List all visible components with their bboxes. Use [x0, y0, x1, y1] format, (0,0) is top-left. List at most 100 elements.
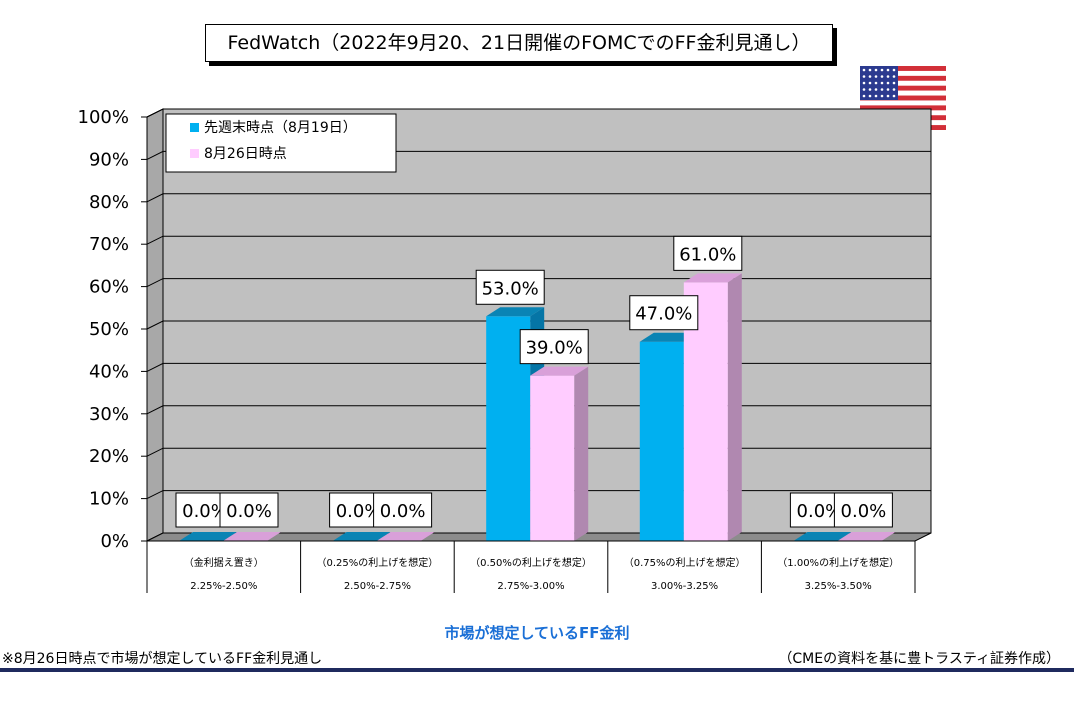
category-label-range: 3.00%-3.25%	[651, 581, 718, 592]
x-axis-title: 市場が想定しているFF金利	[444, 624, 630, 642]
y-tick-label: 30%	[89, 404, 129, 425]
bar-top	[179, 532, 237, 541]
gridline	[146, 278, 931, 288]
data-label-box	[519, 329, 589, 365]
flag-star	[880, 88, 884, 91]
bar	[837, 532, 896, 541]
data-label: 47.0%	[629, 295, 699, 331]
data-label-box	[219, 492, 279, 528]
flag-stripe	[860, 85, 946, 91]
bar-front	[639, 341, 684, 541]
bar-top	[683, 273, 742, 283]
data-label-box	[629, 295, 699, 331]
gridline	[146, 150, 931, 160]
y-tick-label: 70%	[89, 234, 129, 255]
category-label-scenario: （金利据え置き）	[184, 556, 264, 569]
bar-top	[332, 532, 391, 541]
bar-side	[727, 273, 742, 541]
flag-stripe	[860, 100, 946, 106]
category-label-scenario: （1.00%の利上げを想定）	[777, 556, 899, 569]
data-label: 0.0%	[833, 492, 893, 528]
flag-star	[892, 68, 896, 72]
flag-star	[880, 81, 884, 85]
bar-top	[223, 532, 281, 541]
flag-star	[886, 94, 890, 98]
data-label: 61.0%	[673, 235, 743, 271]
bar-top	[639, 332, 698, 342]
flag-star	[886, 88, 890, 91]
data-label-text: 0.0%	[336, 501, 382, 522]
legend-entry: 先週末時点（8月19日）	[204, 120, 357, 136]
data-label-text: 0.0%	[226, 501, 272, 522]
flag-star	[892, 75, 896, 78]
y-tick-label: 50%	[89, 319, 129, 340]
category-label-range: 2.50%-2.75%	[344, 581, 411, 592]
chart-title: FedWatch（2022年9月20、21日開催のFOMCでのFF金利見通し）	[205, 24, 833, 62]
flag-star	[886, 81, 890, 85]
data-label-text: 0.0%	[182, 501, 228, 522]
legend-entry: 8月26日時点	[204, 146, 287, 162]
data-label-text: 0.0%	[841, 501, 887, 522]
data-label-text: 39.0%	[526, 338, 583, 359]
legend-swatch	[190, 123, 199, 132]
flag-star	[880, 94, 884, 98]
data-label-text: 0.0%	[797, 501, 843, 522]
data-label-text: 53.0%	[482, 278, 539, 299]
bar-front	[530, 375, 575, 541]
category-label-scenario: （0.75%の利上げを想定）	[624, 556, 746, 569]
flag-stripe	[860, 90, 946, 96]
gridline	[146, 108, 931, 118]
bar-top	[376, 532, 435, 541]
flag-star	[868, 88, 872, 91]
bar-top	[486, 307, 545, 317]
flag-star	[868, 81, 872, 85]
flag-star	[886, 68, 890, 72]
data-label: 39.0%	[519, 329, 589, 365]
bar-side	[574, 366, 589, 541]
bar	[793, 532, 852, 541]
y-tick-label: 10%	[89, 489, 129, 510]
data-label-text: 61.0%	[679, 244, 736, 265]
y-tick-label: 40%	[89, 361, 129, 382]
source-note: （CMEの資料を基に豊トラスティ証券作成）	[778, 651, 1060, 667]
bar	[179, 532, 237, 541]
flag-star	[874, 81, 878, 85]
flag-star	[886, 75, 890, 78]
bar	[530, 366, 589, 541]
data-label-box	[373, 492, 433, 528]
bar	[223, 532, 281, 541]
y-tick-label: 90%	[89, 149, 129, 170]
data-label-box	[673, 235, 743, 271]
flag-star	[874, 68, 878, 72]
flag-star	[874, 94, 878, 98]
flag-stripe	[860, 66, 946, 72]
category-label-range: 2.25%-2.50%	[190, 581, 257, 592]
data-label-text: 47.0%	[635, 304, 692, 325]
flag-star	[862, 88, 866, 91]
gridline	[146, 193, 931, 203]
flag-stripe	[860, 70, 946, 77]
flag-star	[880, 68, 884, 72]
flag-star	[862, 94, 866, 98]
flag-stripe	[860, 75, 946, 81]
flag-stripe	[860, 95, 946, 101]
y-tick-label: 60%	[89, 277, 129, 298]
data-label: 53.0%	[475, 269, 545, 305]
y-tick-label: 20%	[89, 446, 129, 467]
data-label: 0.0%	[373, 492, 433, 528]
flag-star	[868, 68, 872, 72]
legend-box	[165, 113, 397, 173]
flag-star	[892, 88, 896, 91]
y-tick-label: 0%	[100, 531, 129, 552]
bottom-rule	[0, 668, 1074, 672]
flag-stripe	[860, 105, 946, 111]
flag-star	[874, 88, 878, 91]
bar	[332, 532, 391, 541]
category-label-range: 2.75%-3.00%	[497, 581, 564, 592]
data-label-text: 0.0%	[380, 501, 426, 522]
bar-top	[837, 532, 896, 541]
flag-star	[862, 81, 866, 85]
data-label-box	[475, 269, 545, 305]
flag-star	[868, 94, 872, 98]
